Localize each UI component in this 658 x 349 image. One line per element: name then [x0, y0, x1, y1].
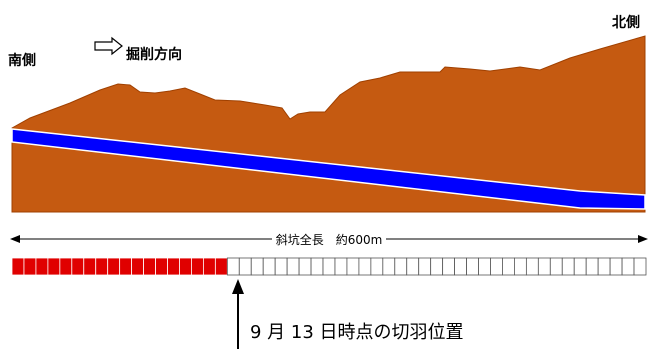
excavated-segment	[191, 257, 204, 276]
remaining-segment	[286, 257, 300, 276]
remaining-segment	[370, 257, 384, 276]
remaining-segment	[322, 257, 336, 276]
remaining-segment	[418, 257, 432, 276]
excavated-segment	[167, 257, 180, 276]
remaining-segment	[334, 257, 348, 276]
excavated-segment	[107, 257, 121, 276]
south-side-label: 南側	[8, 53, 36, 69]
length-arrow-left	[10, 235, 20, 243]
remaining-segment	[549, 257, 563, 276]
excavated-segment	[131, 257, 144, 276]
tunnel-band	[11, 128, 646, 210]
remaining-segment	[621, 257, 635, 276]
remaining-segment	[382, 257, 396, 276]
total-length-label: 斜坑全長 約600m	[271, 233, 387, 247]
remaining-segment	[609, 257, 623, 276]
total-length-label-wrap: 斜坑全長 約600m	[0, 231, 658, 248]
remaining-segment	[633, 257, 647, 276]
remaining-segment	[537, 257, 551, 276]
remaining-segment	[478, 257, 491, 276]
remaining-segment	[573, 257, 587, 276]
excavated-segment	[47, 257, 61, 276]
remaining-segment	[226, 257, 240, 276]
excavated-segment	[71, 257, 85, 276]
remaining-segment	[490, 257, 503, 276]
remaining-segment	[250, 257, 264, 276]
up-arrow-icon	[232, 279, 244, 294]
excavated-segment	[119, 257, 133, 276]
ground-profile	[11, 35, 646, 213]
excavated-segment	[202, 257, 216, 276]
remaining-segment	[394, 257, 408, 276]
remaining-segment	[298, 257, 312, 276]
remaining-segment	[525, 257, 539, 276]
excavated-segment	[143, 257, 156, 276]
hollow-right-arrow-icon	[94, 36, 123, 56]
remaining-segment	[430, 257, 444, 276]
face-position-label: 9 月 13 日時点の切羽位置	[250, 322, 464, 343]
excavated-segment	[23, 257, 37, 276]
excavated-segment	[214, 257, 228, 276]
remaining-segment	[442, 257, 456, 276]
remaining-segment	[238, 257, 252, 276]
remaining-segment	[358, 257, 372, 276]
remaining-segment	[274, 257, 288, 276]
remaining-segment	[310, 257, 324, 276]
excavated-segment	[35, 257, 49, 276]
excavated-segment	[95, 257, 109, 276]
remaining-segment	[502, 257, 515, 276]
excavated-segment	[155, 257, 168, 276]
remaining-segment	[346, 257, 360, 276]
remaining-segment	[262, 257, 276, 276]
remaining-segment	[597, 257, 611, 276]
north-side-label: 北側	[612, 15, 640, 31]
excavation-direction-label: 掘削方向	[126, 47, 182, 63]
remaining-segment	[561, 257, 575, 276]
remaining-segment	[585, 257, 599, 276]
length-arrow-right	[638, 235, 648, 243]
excavated-segment	[11, 257, 25, 276]
progress-bar	[11, 257, 647, 276]
remaining-segment	[466, 257, 479, 276]
remaining-segment	[454, 257, 467, 276]
remaining-segment	[514, 257, 527, 276]
excavated-segment	[83, 257, 97, 276]
excavated-segment	[59, 257, 73, 276]
remaining-segment	[406, 257, 420, 276]
excavated-segment	[179, 257, 192, 276]
